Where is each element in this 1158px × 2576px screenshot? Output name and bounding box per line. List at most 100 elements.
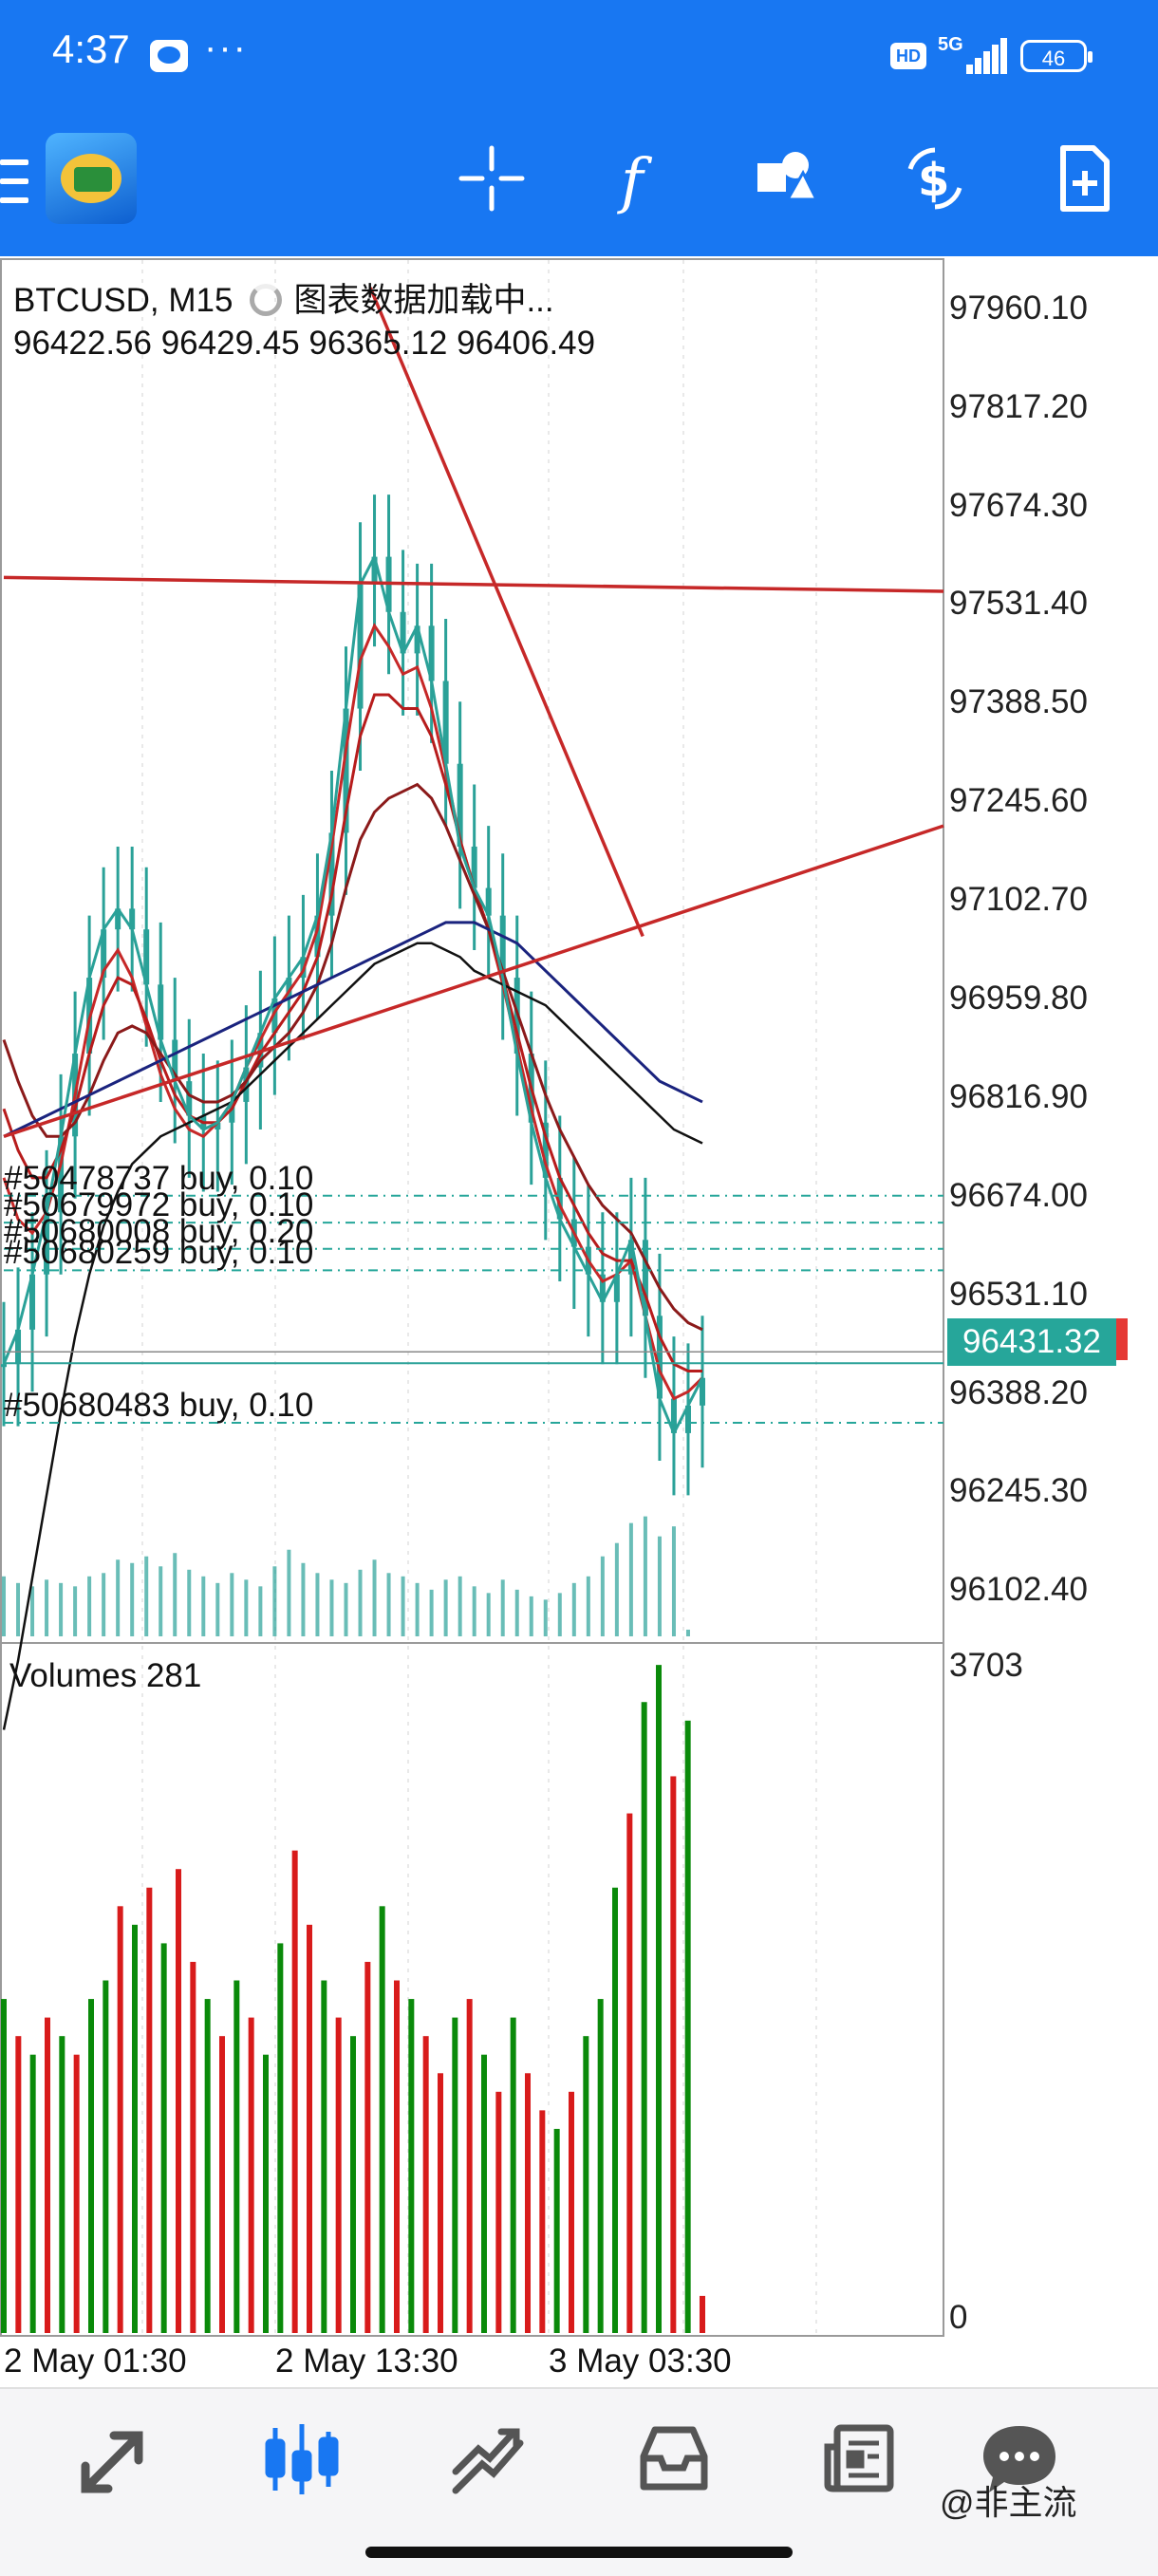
new-order-icon[interactable] [1046,140,1122,216]
dollar-refresh-icon[interactable]: $ [897,140,973,216]
signal-icon [966,38,1007,74]
volume-bar [438,2073,443,2333]
candle-body [627,1240,634,1275]
candle-body [700,1377,705,1406]
chart-icon[interactable] [262,2418,342,2498]
volume-bar [539,2110,546,2333]
candle-body [286,978,292,999]
candle-body [414,625,420,654]
candle-body [115,908,121,930]
volume-bar [569,2091,574,2333]
volume-min-label: 0 [949,2299,968,2336]
mini-volume-bar [429,1589,434,1636]
y-tick-label: 96531.10 [949,1275,1088,1313]
volume-bar [364,1961,371,2333]
volume-bar [626,1813,633,2333]
chart-header: BTCUSD, M15 图表数据加载中... [13,273,554,322]
mini-volume-bar [173,1553,177,1636]
indicators-icon[interactable]: f [600,140,676,216]
objects-icon[interactable] [748,140,824,216]
volume-bar [277,1943,284,2333]
watermark-text: @非主流 [940,2483,1077,2522]
x-tick-label: 2 May 13:30 [275,2343,458,2380]
mini-volume-bar [315,1573,320,1636]
app-logo [46,133,137,224]
mini-volume-bar [628,1522,633,1636]
history-icon[interactable] [634,2418,714,2498]
candle-body [215,1122,221,1130]
mini-volume-bar [102,1573,106,1636]
y-tick-label: 96959.80 [949,980,1088,1017]
volume-bar [263,2054,269,2333]
mini-volume-bar [159,1566,163,1636]
volume-bar [583,2036,589,2333]
volume-bar [219,2036,225,2333]
top-toolbar [0,114,1158,256]
menu-icon[interactable] [0,159,28,205]
volume-bar [321,1980,327,2333]
crosshair-icon[interactable] [454,140,530,216]
volume-bar [204,1999,211,2333]
mini-volume-bar [358,1569,363,1636]
trade-icon[interactable] [448,2418,528,2498]
candle-body [499,915,506,979]
price-chart-panel[interactable] [0,258,944,1644]
mini-volume-bar [685,1629,690,1636]
mini-volume-bar [443,1579,448,1636]
candle-body [656,1316,663,1399]
mini-volume-bar [73,1586,78,1636]
volume-bar [525,2073,531,2333]
order-label: #50679972 buy, 0.10 [4,1186,314,1224]
mini-volume-bar [600,1556,605,1636]
candle-body [670,1398,677,1433]
mini-volume-bar [514,1589,519,1636]
volume-bar [641,1702,647,2333]
candle-body [371,556,378,585]
mini-volume-bar [529,1596,533,1636]
order-label: #50680008 buy, 0.20 [4,1212,314,1250]
candle-body [1,1364,7,1368]
volume-bar [597,1999,604,2333]
loading-spinner-icon [250,284,283,316]
status-time: 4:37 [52,27,130,71]
quotes-icon[interactable] [76,2418,156,2498]
mini-volume-bar [344,1582,348,1636]
mini-volume-bar [329,1579,334,1636]
candle-body [613,1274,620,1302]
mini-volume-bar [201,1576,206,1636]
volume-bar [656,1665,662,2333]
home-indicator[interactable] [365,2547,793,2558]
messages-icon[interactable] [980,2418,1059,2498]
mini-volume-bar [215,1582,220,1636]
candle-body [29,1274,36,1330]
mini-volume-bar [458,1576,462,1636]
volume-bar [612,1887,618,2333]
y-tick-label: 97960.10 [949,289,1088,327]
candle-body [328,832,335,916]
volume-bar [291,1850,298,2333]
news-icon[interactable] [820,2418,900,2498]
volume-bar [190,1961,196,2333]
volume-bar [29,2054,36,2333]
more-notifications-icon: ··· [204,27,248,68]
battery-icon: 46 [1020,40,1093,72]
order-label: #50680259 buy, 0.10 [4,1234,314,1272]
y-tick-label: 96245.30 [949,1472,1088,1510]
mini-volume-bar [45,1579,49,1636]
volume-bar [481,2054,487,2333]
mini-volume-bar [472,1586,476,1636]
candle-body [542,1122,549,1178]
moving-average-line [2,693,702,1372]
volume-bar [553,2128,560,2333]
candle-body [172,1039,178,1082]
trendline [3,575,944,593]
mini-volume-bar [187,1569,192,1636]
x-tick-label: 2 May 01:30 [4,2343,187,2380]
moving-average-line [2,623,704,1401]
candle-body [556,1177,563,1220]
candle-body [428,625,435,681]
volume-max-label: 3703 [949,1647,1023,1684]
symbol-label: BTCUSD, M15 [13,282,233,319]
y-tick-label: 96674.00 [949,1176,1088,1214]
